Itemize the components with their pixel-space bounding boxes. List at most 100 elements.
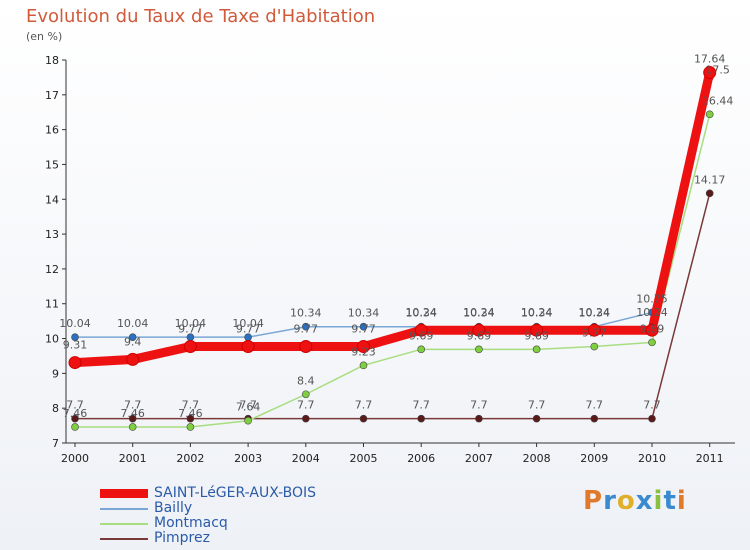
series-1-data-label-10: 10.75 bbox=[636, 292, 668, 305]
series-0-data-label-0: 9.31 bbox=[63, 339, 88, 352]
series-2-data-label-7: 9.69 bbox=[467, 329, 492, 342]
series-2-data-label-11: 16.44 bbox=[702, 94, 734, 107]
series-3-point-4 bbox=[301, 414, 310, 423]
series-0-data-label-1: 9.4 bbox=[124, 335, 142, 348]
series-1-data-label-4: 10.34 bbox=[290, 307, 322, 320]
series-0-point-9 bbox=[587, 323, 601, 337]
series-2-point-9 bbox=[590, 342, 599, 351]
series-2-data-label-3: 7.64 bbox=[236, 401, 261, 414]
series-0-data-label-6: 10.24 bbox=[405, 306, 437, 319]
series-1-data-label-8: 10.34 bbox=[521, 307, 553, 320]
series-0-data-label-5: 9.77 bbox=[351, 323, 376, 336]
y-tick-label-3: 10 bbox=[45, 333, 59, 346]
series-3-data-label-10: 7.7 bbox=[643, 399, 661, 412]
series-3-point-6 bbox=[417, 414, 426, 423]
series-0-data-label-2: 9.77 bbox=[178, 323, 203, 336]
series-0-data-label-3: 9.77 bbox=[236, 323, 261, 336]
series-0-data-label-10: 10.24 bbox=[636, 306, 668, 319]
series-0-point-6 bbox=[414, 323, 428, 337]
series-0-point-11 bbox=[703, 66, 717, 80]
series-3-data-label-0: 7.7 bbox=[66, 399, 84, 412]
series-0-data-label-11: 17.64 bbox=[694, 53, 726, 66]
series-2-data-label-0: 7.46 bbox=[63, 407, 88, 420]
proxiti-logo: Proxiti bbox=[583, 486, 687, 516]
series-0-point-2 bbox=[183, 340, 197, 354]
y-tick-label-10: 17 bbox=[45, 89, 59, 102]
series-1-point-5 bbox=[359, 322, 368, 331]
logo-letter-0: P bbox=[583, 486, 604, 516]
series-2-point-11 bbox=[705, 110, 714, 119]
series-2-point-1 bbox=[128, 423, 137, 431]
series-3-data-label-8: 7.7 bbox=[528, 399, 546, 412]
legend-item-0: SAINT-LéGER-AUX-BOIS bbox=[100, 486, 316, 501]
series-2-point-8 bbox=[532, 345, 541, 354]
series-0-point-10 bbox=[645, 323, 659, 337]
series-3-data-label-2: 7.7 bbox=[182, 399, 200, 412]
series-3-data-label-9: 7.7 bbox=[586, 399, 604, 412]
series-2-point-5 bbox=[359, 361, 368, 370]
series-1-data-label-3: 10.04 bbox=[232, 317, 264, 330]
series-0-point-4 bbox=[299, 340, 313, 354]
series-0-point-0 bbox=[68, 356, 82, 370]
y-tick-label-6: 13 bbox=[45, 228, 59, 241]
series-3-point-10 bbox=[648, 414, 656, 423]
series-2-data-label-6: 9.69 bbox=[409, 329, 434, 342]
series-1-point-0 bbox=[71, 333, 79, 341]
series-2-data-label-2: 7.46 bbox=[178, 407, 203, 420]
y-tick-label-9: 16 bbox=[45, 124, 59, 137]
chart-legend: SAINT-LéGER-AUX-BOIS Bailly Montmacq Pimpre… bbox=[100, 486, 316, 546]
x-tick-label-0: 2000 bbox=[61, 452, 89, 465]
series-3-point-11 bbox=[705, 189, 714, 198]
series-1-data-label-5: 10.34 bbox=[348, 307, 380, 320]
series-1-data-label-1: 10.04 bbox=[117, 317, 149, 330]
x-tick-label-2: 2002 bbox=[176, 452, 204, 465]
legend-swatch-2 bbox=[100, 522, 148, 525]
series-3-data-label-11: 14.17 bbox=[694, 173, 726, 186]
y-tick-label-7: 14 bbox=[45, 193, 59, 206]
series-2-point-3 bbox=[244, 416, 252, 425]
series-3-point-7 bbox=[475, 414, 483, 423]
legend-item-1: Bailly bbox=[100, 501, 316, 516]
series-line-1 bbox=[74, 76, 711, 338]
series-0-point-1 bbox=[126, 352, 140, 366]
chart-subtitle: (en %) bbox=[26, 30, 63, 43]
series-3-point-1 bbox=[128, 414, 137, 423]
series-3-point-9 bbox=[590, 414, 599, 423]
series-0-point-8 bbox=[530, 323, 544, 337]
legend-swatch-0 bbox=[100, 489, 148, 498]
x-tick-label-4: 2004 bbox=[292, 452, 320, 465]
x-tick-label-8: 2008 bbox=[523, 452, 551, 465]
series-2-data-label-1: 7.46 bbox=[120, 407, 145, 420]
series-1-data-label-6: 10.34 bbox=[405, 307, 437, 320]
series-2-data-label-5: 9.23 bbox=[351, 345, 376, 358]
legend-swatch-3 bbox=[100, 537, 148, 540]
y-tick-label-5: 12 bbox=[45, 263, 59, 276]
series-3-data-label-5: 7.7 bbox=[355, 399, 373, 412]
logo-letter-5: t bbox=[663, 486, 677, 516]
legend-label-0: SAINT-LéGER-AUX-BOIS bbox=[154, 485, 317, 501]
series-0-data-label-4: 9.77 bbox=[294, 323, 319, 336]
series-2-data-label-8: 9.69 bbox=[524, 329, 549, 342]
series-line-3 bbox=[74, 192, 711, 420]
series-1-point-4 bbox=[301, 322, 310, 331]
series-3-data-label-1: 7.7 bbox=[124, 399, 142, 412]
x-tick-label-3: 2003 bbox=[234, 452, 262, 465]
legend-item-3: Pimprez bbox=[100, 531, 316, 546]
series-1-point-1 bbox=[128, 333, 137, 341]
series-0-point-5 bbox=[357, 340, 370, 354]
legend-item-2: Montmacq bbox=[100, 516, 316, 531]
series-0-data-label-9: 10.24 bbox=[579, 306, 611, 319]
series-3-point-0 bbox=[71, 414, 79, 423]
series-2-point-4 bbox=[301, 390, 310, 399]
series-3-point-8 bbox=[532, 414, 541, 423]
logo-letter-3: x bbox=[635, 486, 654, 516]
y-tick-label-0: 7 bbox=[52, 437, 59, 450]
logo-letter-2: o bbox=[616, 486, 636, 516]
series-0-point-7 bbox=[472, 323, 486, 337]
chart-title: Evolution du Taux de Taxe d'Habitation bbox=[26, 6, 376, 27]
series-0-data-label-8: 10.24 bbox=[521, 306, 553, 319]
y-tick-label-11: 18 bbox=[45, 54, 59, 67]
x-tick-label-9: 2009 bbox=[580, 452, 608, 465]
y-tick-label-2: 9 bbox=[52, 367, 59, 380]
